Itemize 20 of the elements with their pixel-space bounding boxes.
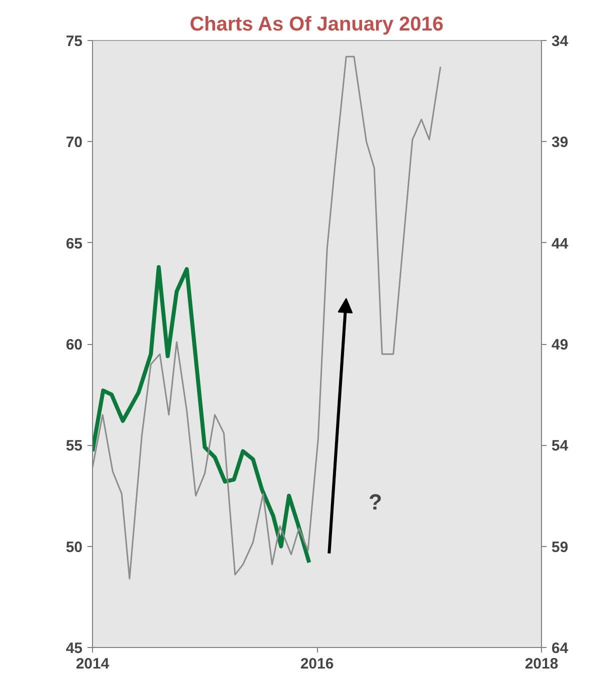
- y2-tick-label: 54: [552, 438, 569, 455]
- y-tick-label: 70: [66, 134, 83, 152]
- line-series: [92, 265, 312, 565]
- annotation: ?: [368, 489, 382, 514]
- y2-tick-label: 59: [552, 538, 568, 556]
- y-tick-label: 45: [66, 640, 83, 657]
- y-tick-label: 55: [66, 438, 83, 455]
- y-tick-label: 50: [66, 538, 83, 556]
- chart-title: Charts As Of January 2016: [190, 14, 444, 36]
- y2-tick-label: 34: [552, 33, 569, 50]
- x-tick-label: 2016: [300, 656, 334, 672]
- x-tick-label: 2018: [524, 656, 558, 672]
- x-tick-label: 2014: [76, 656, 110, 672]
- y2-tick-label: 39: [552, 134, 568, 152]
- y2-tick-label: 64: [552, 640, 569, 657]
- y-tick-label: 60: [66, 336, 83, 354]
- y2-tick-label: 44: [552, 235, 569, 252]
- y2-tick-label: 49: [552, 336, 568, 354]
- y-tick-label: 65: [66, 235, 83, 252]
- y-tick-label: 75: [66, 33, 83, 50]
